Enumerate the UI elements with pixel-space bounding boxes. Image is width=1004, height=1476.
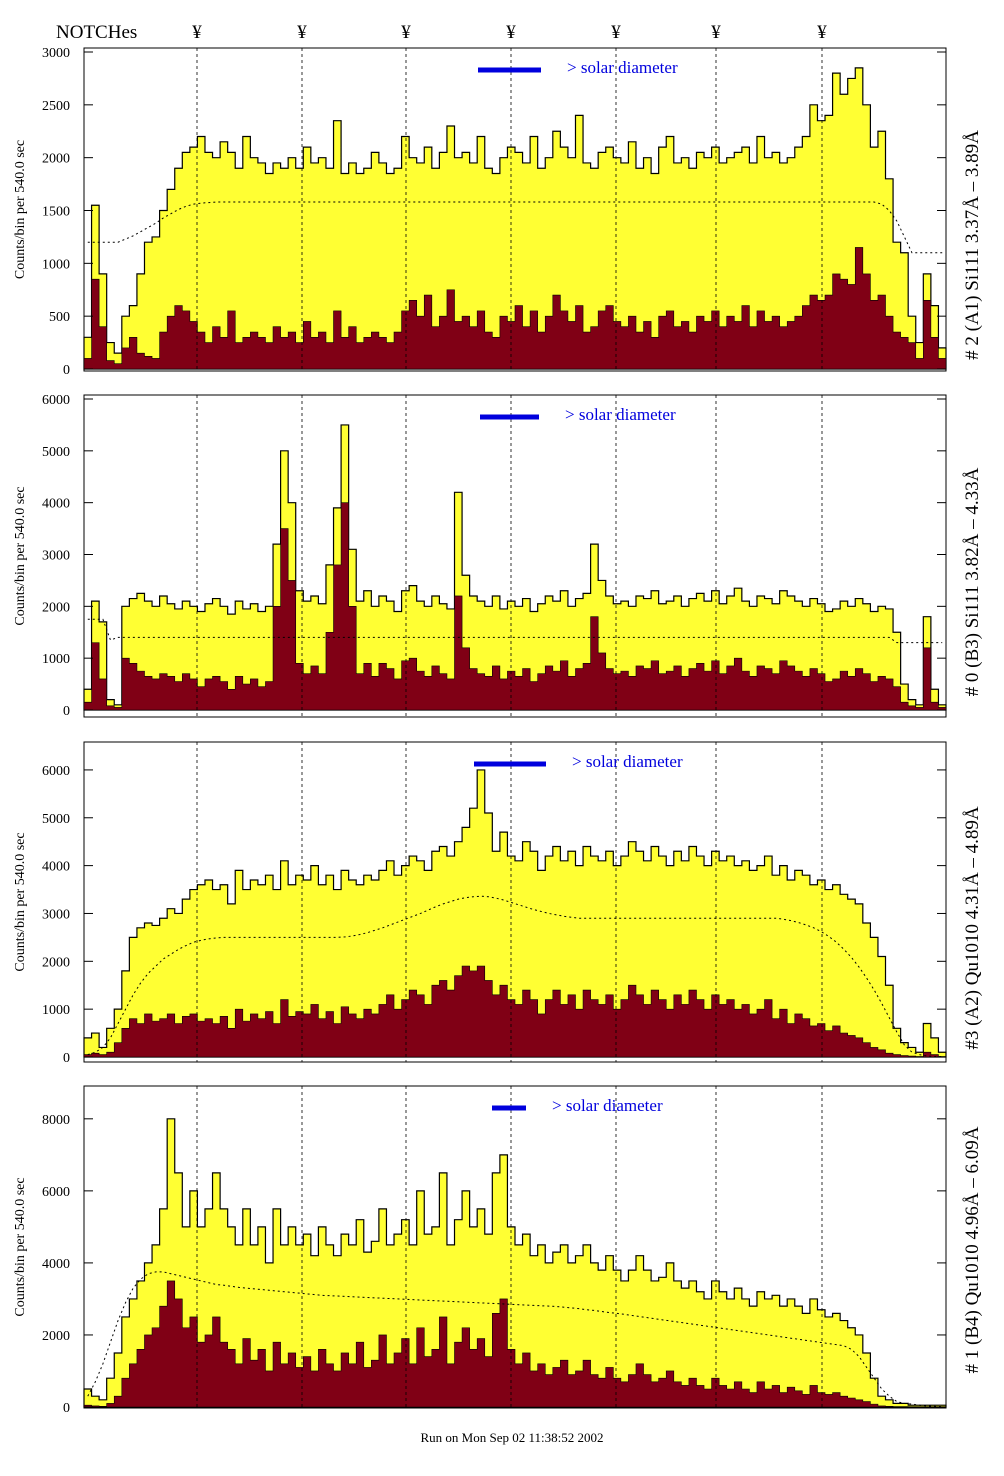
notch-symbol-6: ¥ bbox=[711, 22, 721, 43]
panel-title: # 1 (B4) Qu1010 4.96Å – 6.09Å bbox=[962, 1126, 983, 1373]
y-tick-label: 2500 bbox=[42, 99, 70, 114]
series-total-area bbox=[83, 1118, 947, 1408]
y-axis-label: Counts/bin per 540.0 sec bbox=[13, 140, 28, 279]
run-timestamp: Run on Mon Sep 02 11:38:52 2002 bbox=[421, 1430, 604, 1445]
series-detail-area bbox=[83, 1280, 947, 1408]
notch-symbol-3: ¥ bbox=[401, 22, 411, 43]
y-tick-label: 1000 bbox=[42, 652, 70, 667]
series-detail-area bbox=[83, 965, 947, 1058]
series-total-area bbox=[83, 424, 947, 711]
legend-label: > solar diameter bbox=[552, 1096, 663, 1115]
series-detail-area bbox=[83, 247, 947, 370]
y-tick-label: 1000 bbox=[42, 1003, 70, 1018]
series-total-area bbox=[83, 769, 947, 1058]
legend-label: > solar diameter bbox=[572, 752, 683, 771]
legend-label: > solar diameter bbox=[567, 58, 678, 77]
series-smoothed-curve bbox=[87, 895, 943, 1058]
notch-symbols: ¥ ¥ ¥ ¥ ¥ ¥ ¥ bbox=[192, 22, 827, 43]
y-tick-label: 6000 bbox=[42, 764, 70, 779]
panels: 0 500 1000 1500 2000 2500 3000 Counts/bin per 5… bbox=[13, 46, 983, 1416]
y-axis-label: Counts/bin per 540.0 sec bbox=[13, 486, 28, 625]
y-tick-label: 8000 bbox=[42, 1113, 70, 1128]
y-tick-label: 0 bbox=[63, 1051, 70, 1066]
notch-symbol-7: ¥ bbox=[817, 22, 827, 43]
y-tick-label: 3000 bbox=[42, 549, 70, 564]
panel-title: # 2 (A1) Si111 3.37Å – 3.89Å bbox=[962, 130, 983, 360]
y-tick-label: 5000 bbox=[42, 812, 70, 827]
notch-symbol-1: ¥ bbox=[192, 22, 202, 43]
notches-label: NOTCHes bbox=[56, 22, 137, 43]
y-tick-label: 3000 bbox=[42, 907, 70, 922]
y-tick-label: 6000 bbox=[42, 1185, 70, 1200]
legend-label: > solar diameter bbox=[565, 405, 676, 424]
series-smoothed-curve bbox=[87, 201, 943, 254]
y-tick-label: 500 bbox=[49, 310, 70, 325]
y-tick-label: 1000 bbox=[42, 257, 70, 272]
y-tick-label: 6000 bbox=[42, 393, 70, 408]
y-axis-label: Counts/bin per 540.0 sec bbox=[13, 832, 28, 971]
y-tick-label: 4000 bbox=[42, 497, 70, 512]
panel-2: 0 1000 2000 3000 4000 5000 6000 Counts/bin per … bbox=[13, 393, 983, 719]
panel-title: # 0 (B3) Si111 3.82Å – 4.33Å bbox=[962, 467, 983, 696]
notch-symbol-2: ¥ bbox=[297, 22, 307, 43]
y-tick-label: 5000 bbox=[42, 445, 70, 460]
y-tick-label: 0 bbox=[63, 704, 70, 719]
y-tick-label: 4000 bbox=[42, 860, 70, 875]
y-tick-label: 3000 bbox=[42, 46, 70, 61]
y-tick-label: 2000 bbox=[42, 955, 70, 970]
panel-title: #3 (A2) Qu1010 4.31Å – 4.89Å bbox=[962, 806, 983, 1050]
notch-symbol-5: ¥ bbox=[611, 22, 621, 43]
y-tick-label: 2000 bbox=[42, 600, 70, 615]
y-tick-label: 2000 bbox=[42, 1329, 70, 1344]
y-tick-label: 4000 bbox=[42, 1257, 70, 1272]
panel-3: 0 1000 2000 3000 4000 5000 6000 Counts/bin per … bbox=[13, 741, 983, 1066]
series-smoothed-curve bbox=[87, 618, 943, 644]
y-tick-label: 2000 bbox=[42, 152, 70, 167]
y-tick-label: 1500 bbox=[42, 205, 70, 220]
panel-4: 0 2000 4000 6000 8000 Counts/bin per 540.0 se… bbox=[13, 1085, 983, 1416]
series-total-area bbox=[83, 67, 947, 370]
y-axis-label: Counts/bin per 540.0 sec bbox=[13, 1177, 28, 1316]
notch-symbol-4: ¥ bbox=[506, 22, 516, 43]
series-detail-area bbox=[83, 502, 947, 711]
panel-1: 0 500 1000 1500 2000 2500 3000 Counts/bin per 5… bbox=[13, 46, 983, 378]
y-tick-label: 0 bbox=[63, 1401, 70, 1416]
y-tick-label: 0 bbox=[63, 363, 70, 378]
